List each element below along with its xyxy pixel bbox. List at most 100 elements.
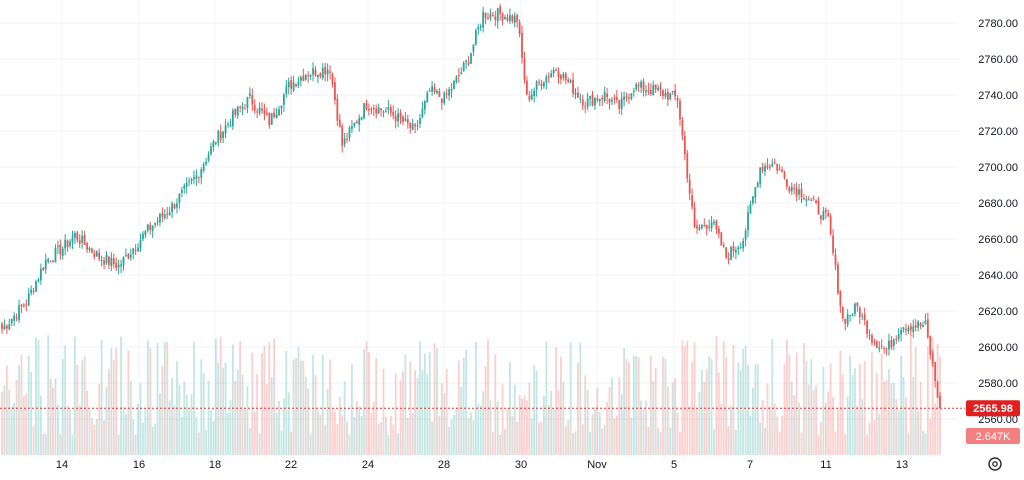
volume-bar [428, 351, 431, 455]
volume-bar [78, 405, 81, 455]
candle-body [304, 75, 307, 80]
volume-bar [27, 355, 30, 455]
volume-bar [922, 430, 924, 455]
volume-bar [74, 336, 76, 455]
candle-body [91, 248, 93, 253]
volume-bar [86, 390, 88, 455]
candle-body [909, 325, 912, 331]
candle-body [197, 176, 200, 178]
volume-bar [501, 384, 504, 455]
volume-bar [171, 378, 174, 455]
candle-body [285, 86, 288, 94]
volume-bar [625, 359, 628, 455]
volume-bar [756, 364, 759, 455]
volume-bar [93, 424, 96, 455]
candle-body [759, 167, 762, 184]
candle-body [180, 189, 183, 193]
volume-bar [210, 410, 212, 455]
volume-bar [8, 389, 11, 455]
volume-bar [467, 417, 470, 455]
volume-bar [392, 424, 395, 455]
volume-bar [168, 400, 171, 455]
x-tick-label: 22 [285, 459, 297, 471]
volume-bar [535, 370, 538, 455]
x-tick-label: 7 [747, 459, 753, 471]
candle-body [219, 131, 222, 140]
candle-body [214, 142, 217, 144]
volume-bar [611, 377, 613, 455]
candle-body [168, 212, 171, 216]
volume-bar [601, 428, 604, 455]
candle-body [317, 74, 319, 78]
volume-bar [623, 348, 625, 455]
candle-body [287, 81, 290, 88]
volume-bar [803, 342, 805, 455]
volume-bar [253, 412, 256, 455]
candle-body [178, 194, 181, 203]
candle-body [574, 92, 577, 95]
candle-body [251, 95, 254, 105]
candle-body [295, 83, 297, 87]
candle-body [647, 89, 650, 92]
volume-bar [615, 415, 618, 455]
volume-bar [722, 341, 725, 455]
volume-bar [518, 395, 521, 455]
candle-body [790, 186, 793, 192]
volume-bar [197, 432, 200, 455]
volume-bar [564, 426, 567, 455]
candle-body [27, 293, 30, 306]
volume-bar [929, 418, 932, 455]
volume-bar [202, 373, 205, 455]
volume-bar [372, 402, 375, 455]
candle-body [511, 15, 514, 22]
candle-body [871, 335, 873, 343]
candle-body [885, 349, 888, 351]
volume-bar [297, 346, 300, 455]
y-axis-labels: 2560.00 2580.00 2600.00 2620.00 2640.00 2660.… [978, 18, 1018, 426]
volume-bar [679, 432, 681, 455]
candle-body [222, 131, 225, 139]
candle-body [414, 124, 417, 127]
volume-bar [491, 432, 494, 455]
candle-body [154, 223, 156, 225]
candle-body [914, 325, 917, 328]
volume-bar [69, 410, 71, 455]
volume-bar [411, 412, 414, 455]
volume-bar [110, 347, 113, 455]
x-tick-label: 30 [515, 459, 527, 471]
gear-icon[interactable] [988, 457, 1002, 471]
candle-body [715, 220, 718, 230]
volume-bar [166, 342, 169, 455]
volume-bar [888, 369, 890, 455]
volume-bar [37, 340, 40, 455]
volume-bar [261, 353, 263, 455]
candle-body [708, 226, 711, 228]
volume-bar [273, 338, 276, 455]
candle-body [603, 92, 606, 101]
candle-body [766, 165, 769, 168]
candle-body [725, 247, 728, 258]
volume-bar [499, 434, 502, 455]
candle-body [768, 166, 771, 168]
candle-body [926, 319, 929, 338]
candle-body [812, 198, 815, 200]
volume-bar [292, 359, 295, 455]
volume-bar [747, 365, 749, 455]
volume-bar [387, 434, 390, 455]
volume-bar [144, 407, 147, 455]
volume-bar [897, 410, 900, 455]
volume-bar [49, 378, 52, 455]
volume-bar [436, 348, 438, 455]
candle-body [25, 304, 28, 306]
x-axis-labels: 14 16 18 22 24 28 30 Nov 5 7 11 13 [56, 459, 908, 471]
volume-bar [30, 371, 33, 455]
volume-bar [39, 395, 42, 455]
candle-body [530, 94, 533, 100]
volume-bar [212, 420, 215, 455]
volume-bar [219, 337, 222, 455]
candle-body [783, 172, 786, 178]
candle-body [462, 62, 465, 72]
candle-body [35, 281, 37, 292]
